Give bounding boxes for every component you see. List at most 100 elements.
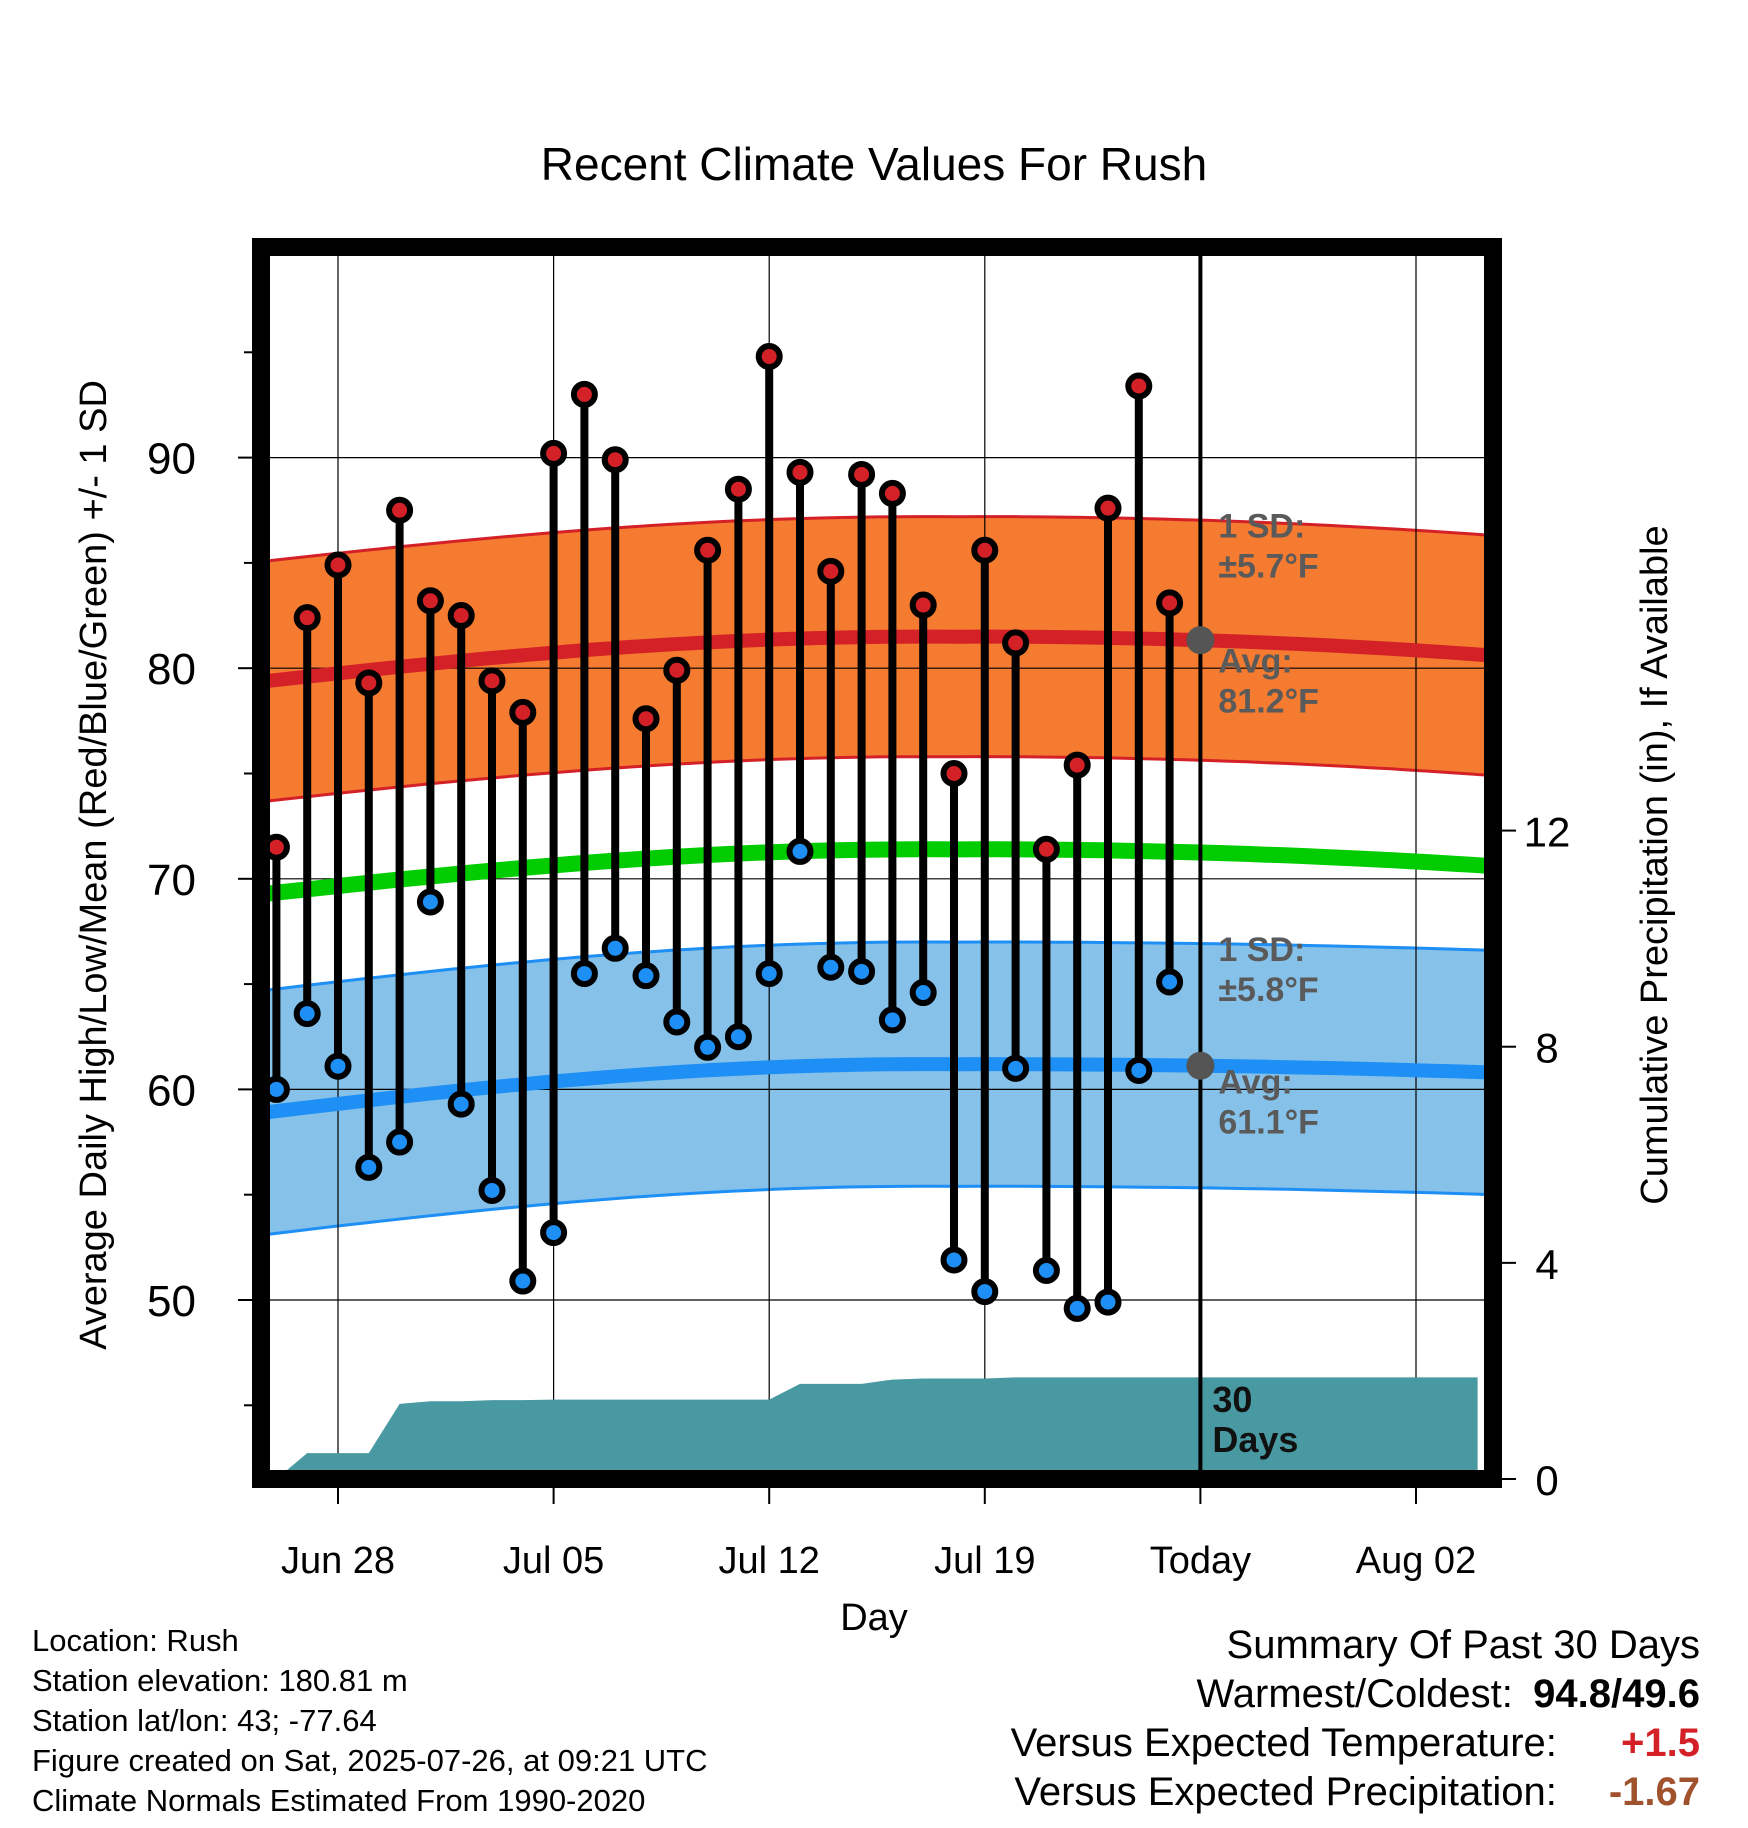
low-point-Jul 08 bbox=[632, 962, 660, 990]
high-avg-label-1: Avg: bbox=[1218, 642, 1292, 680]
normal-high-line bbox=[260, 629, 1494, 689]
x-tick-label-3: Jul 19 bbox=[934, 1540, 1035, 1582]
station-location: Location: Rush bbox=[32, 1623, 239, 1658]
low-point-Jul 24 bbox=[1125, 1056, 1153, 1084]
low-point-Jun 28 bbox=[324, 1052, 352, 1080]
high-point-Jul 07 bbox=[601, 446, 629, 474]
low-point-Jul 01 bbox=[416, 888, 444, 916]
low-point-Jun 29 bbox=[355, 1153, 383, 1181]
high-point-Jul 14 bbox=[817, 557, 845, 585]
y2-tick-label-0: 0 bbox=[1535, 1457, 1558, 1504]
high-point-Jul 17 bbox=[909, 591, 937, 619]
precip-deviation-value: -1.67 bbox=[1608, 1770, 1700, 1814]
precip-window-label-2: Days bbox=[1212, 1419, 1298, 1460]
low-point-Jul 02 bbox=[447, 1090, 475, 1118]
low-point-Jun 27 bbox=[293, 1000, 321, 1028]
high-band-lower-edge bbox=[260, 755, 1494, 804]
high-point-Jul 16 bbox=[878, 479, 906, 507]
y-tick-label-50: 50 bbox=[147, 1277, 196, 1326]
plot-frame bbox=[252, 238, 1502, 1488]
y-tick-label-60: 60 bbox=[147, 1066, 196, 1115]
high-point-Jul 06 bbox=[570, 380, 598, 408]
high-sd-label-2: ±5.7°F bbox=[1218, 548, 1318, 586]
x-tick-label-2: Jul 12 bbox=[718, 1540, 819, 1582]
high-point-Jul 03 bbox=[478, 667, 506, 695]
x-tick-label-4: Today bbox=[1150, 1540, 1251, 1582]
y2-tick-label-12: 12 bbox=[1524, 809, 1571, 856]
low-point-Jul 16 bbox=[878, 1006, 906, 1034]
low-point-Jul 07 bbox=[601, 934, 629, 962]
y2-tick-label-4: 4 bbox=[1535, 1241, 1558, 1288]
high-point-Jun 27 bbox=[293, 604, 321, 632]
today-normal-low-marker bbox=[1186, 1051, 1215, 1080]
high-point-Jul 22 bbox=[1063, 751, 1091, 779]
high-point-Jul 21 bbox=[1032, 835, 1060, 863]
station-latlon: Station lat/lon: 43; -77.64 bbox=[32, 1703, 377, 1738]
daily-observations bbox=[262, 343, 1184, 1322]
summary-panel: Summary Of Past 30 Days Warmest/Coldest:… bbox=[1011, 1621, 1700, 1817]
low-point-Jul 21 bbox=[1032, 1257, 1060, 1285]
high-point-Jul 12 bbox=[755, 343, 783, 371]
low-point-Jul 05 bbox=[540, 1219, 568, 1247]
coldest-value: 49.6 bbox=[1622, 1672, 1700, 1716]
summary-precip: Versus Expected Precipitation: -1.67 bbox=[1011, 1768, 1700, 1817]
high-point-Jul 11 bbox=[724, 475, 752, 503]
x-tick-label-0: Jun 28 bbox=[281, 1540, 395, 1582]
y2-axis-label: Cumulative Precipitation (in), If Availa… bbox=[1634, 525, 1676, 1204]
station-info: Location: Rush Station elevation: 180.81… bbox=[32, 1621, 708, 1821]
low-point-Jul 03 bbox=[478, 1176, 506, 1204]
high-point-Jul 25 bbox=[1156, 589, 1184, 617]
summary-warm-cold: Warmest/Coldest: 94.8/49.6 bbox=[1011, 1670, 1701, 1719]
figure-created: Figure created on Sat, 2025-07-26, at 09… bbox=[32, 1743, 708, 1778]
y-tick-label-80: 80 bbox=[147, 645, 196, 694]
high-point-Jul 19 bbox=[971, 536, 999, 564]
high-point-Jul 09 bbox=[663, 656, 691, 684]
high-point-Jul 04 bbox=[509, 698, 537, 726]
low-point-Jul 15 bbox=[848, 957, 876, 985]
low-point-Jul 18 bbox=[940, 1246, 968, 1274]
low-sd-label-2: ±5.8°F bbox=[1218, 971, 1318, 1009]
normal-mean-line bbox=[260, 841, 1494, 903]
high-point-Jul 05 bbox=[540, 439, 568, 467]
low-point-Jun 30 bbox=[386, 1128, 414, 1156]
low-band-upper-edge bbox=[260, 940, 1494, 993]
high-point-Jul 10 bbox=[694, 536, 722, 564]
station-elevation: Station elevation: 180.81 m bbox=[32, 1663, 408, 1698]
y-tick-label-70: 70 bbox=[147, 856, 196, 905]
summary-temp: Versus Expected Temperature: +1.5 bbox=[1011, 1719, 1700, 1768]
low-point-Jul 19 bbox=[971, 1278, 999, 1306]
low-point-Jul 11 bbox=[724, 1023, 752, 1051]
low-point-Jul 17 bbox=[909, 979, 937, 1007]
x-axis-label: Day bbox=[840, 1597, 908, 1639]
low-sd-label-1: 1 SD: bbox=[1218, 931, 1305, 969]
today-normal-high-marker bbox=[1186, 626, 1215, 655]
high-point-Jun 30 bbox=[386, 496, 414, 524]
high-avg-label-2: 81.2°F bbox=[1218, 682, 1319, 720]
low-point-Jul 25 bbox=[1156, 968, 1184, 996]
high-point-Jul 08 bbox=[632, 705, 660, 733]
high-point-Jul 20 bbox=[1002, 629, 1030, 657]
low-point-Jul 04 bbox=[509, 1267, 537, 1295]
warm-cold-label: Warmest/Coldest: bbox=[1196, 1672, 1513, 1716]
low-point-Jul 13 bbox=[786, 837, 814, 865]
high-point-Jul 24 bbox=[1125, 372, 1153, 400]
low-sd-band bbox=[261, 942, 1493, 1236]
high-band-upper-edge bbox=[260, 515, 1494, 564]
summary-title: Summary Of Past 30 Days bbox=[1226, 1623, 1700, 1667]
low-point-Jul 12 bbox=[755, 960, 783, 988]
warm-cold-value: 94.8/49.6 bbox=[1533, 1672, 1700, 1716]
low-point-Jul 10 bbox=[694, 1033, 722, 1061]
low-avg-label-2: 61.1°F bbox=[1218, 1104, 1319, 1142]
low-band-lower-edge bbox=[260, 1184, 1494, 1237]
x-tick-label-5: Aug 02 bbox=[1356, 1540, 1476, 1582]
high-sd-band bbox=[261, 516, 1493, 802]
precip-deviation-label: Versus Expected Precipitation: bbox=[1014, 1770, 1557, 1814]
high-point-Jul 02 bbox=[447, 602, 475, 630]
axes: Jun 28 Jul 05 Jul 12 Jul 19 Today Aug 02 50 60 7… bbox=[147, 351, 1571, 1582]
today-marker bbox=[1186, 247, 1215, 1479]
cumulative-precip-area bbox=[245, 1377, 1478, 1479]
low-point-Jul 23 bbox=[1094, 1288, 1122, 1316]
high-point-Jul 13 bbox=[786, 458, 814, 486]
